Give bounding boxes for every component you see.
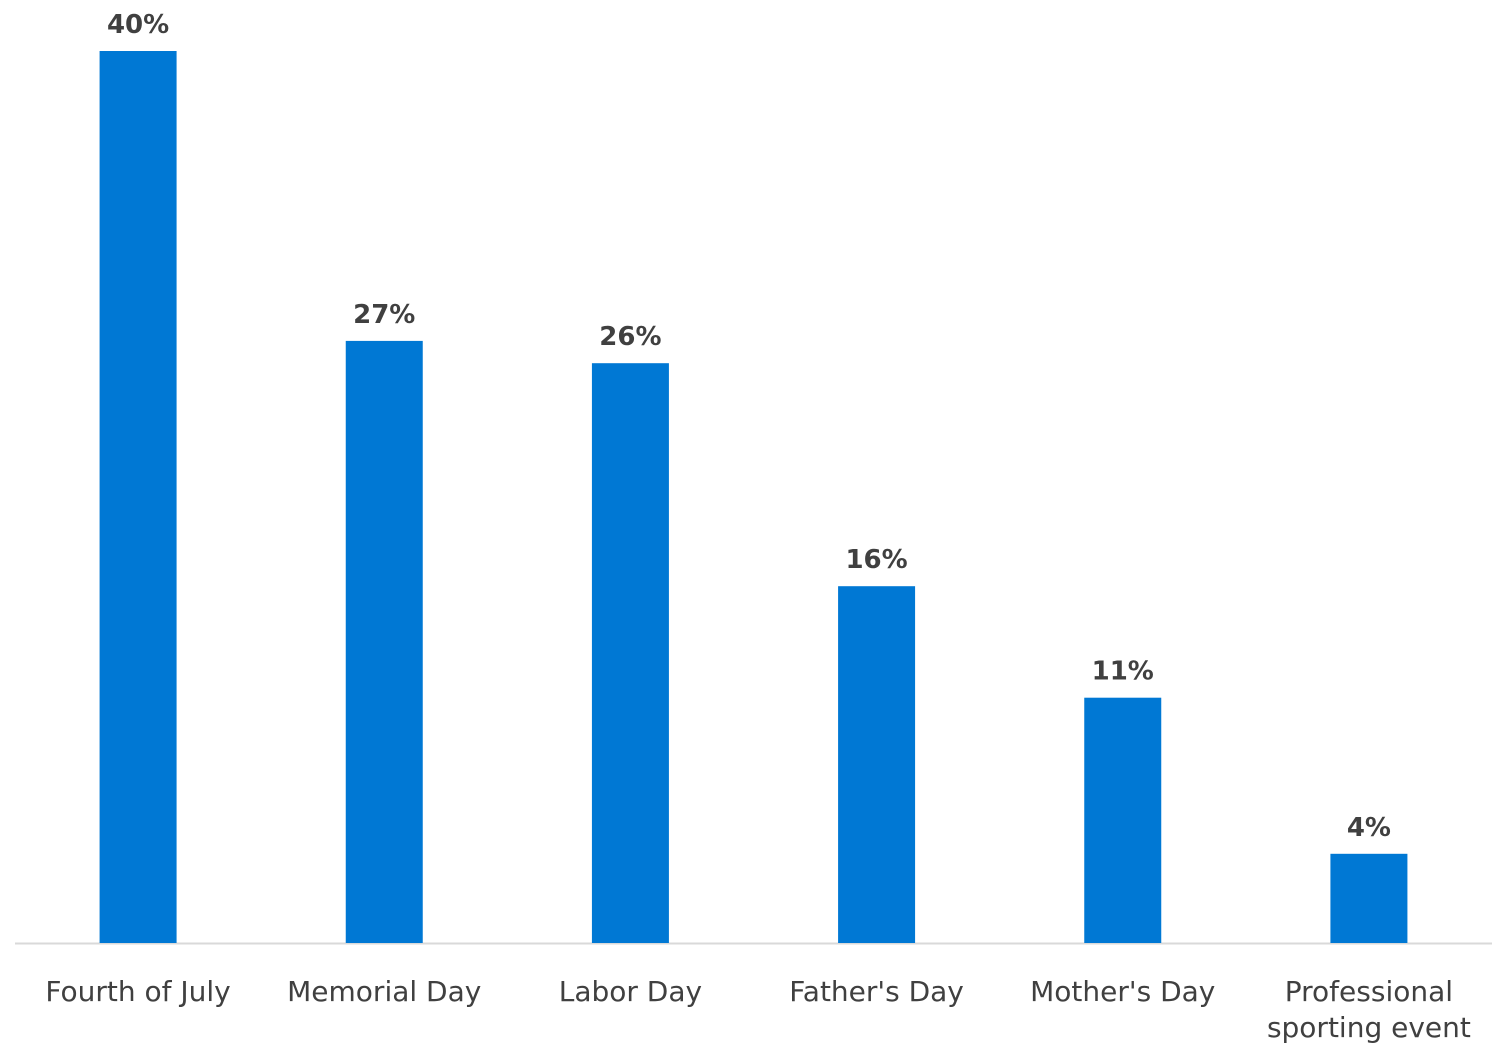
data-label: 16% — [845, 545, 907, 575]
x-tick-label: Memorial Day — [287, 975, 482, 1008]
x-tick-label: Professional sporting event — [1266, 975, 1471, 1044]
bar — [1330, 853, 1408, 943]
bar — [345, 340, 423, 943]
bar — [838, 586, 916, 943]
data-label: 11% — [1092, 657, 1154, 687]
data-label: 4% — [1347, 813, 1391, 843]
x-tick-label: Mother's Day — [1030, 975, 1216, 1008]
bar — [591, 363, 669, 943]
x-tick-label: Labor Day — [558, 975, 703, 1008]
x-tick-label: Father's Day — [789, 975, 964, 1008]
x-tick-label: Fourth of July — [45, 975, 231, 1008]
bar — [99, 51, 177, 943]
data-label: 40% — [107, 10, 169, 40]
data-label: 27% — [353, 300, 415, 330]
data-label: 26% — [599, 322, 661, 352]
bar — [1084, 697, 1162, 943]
